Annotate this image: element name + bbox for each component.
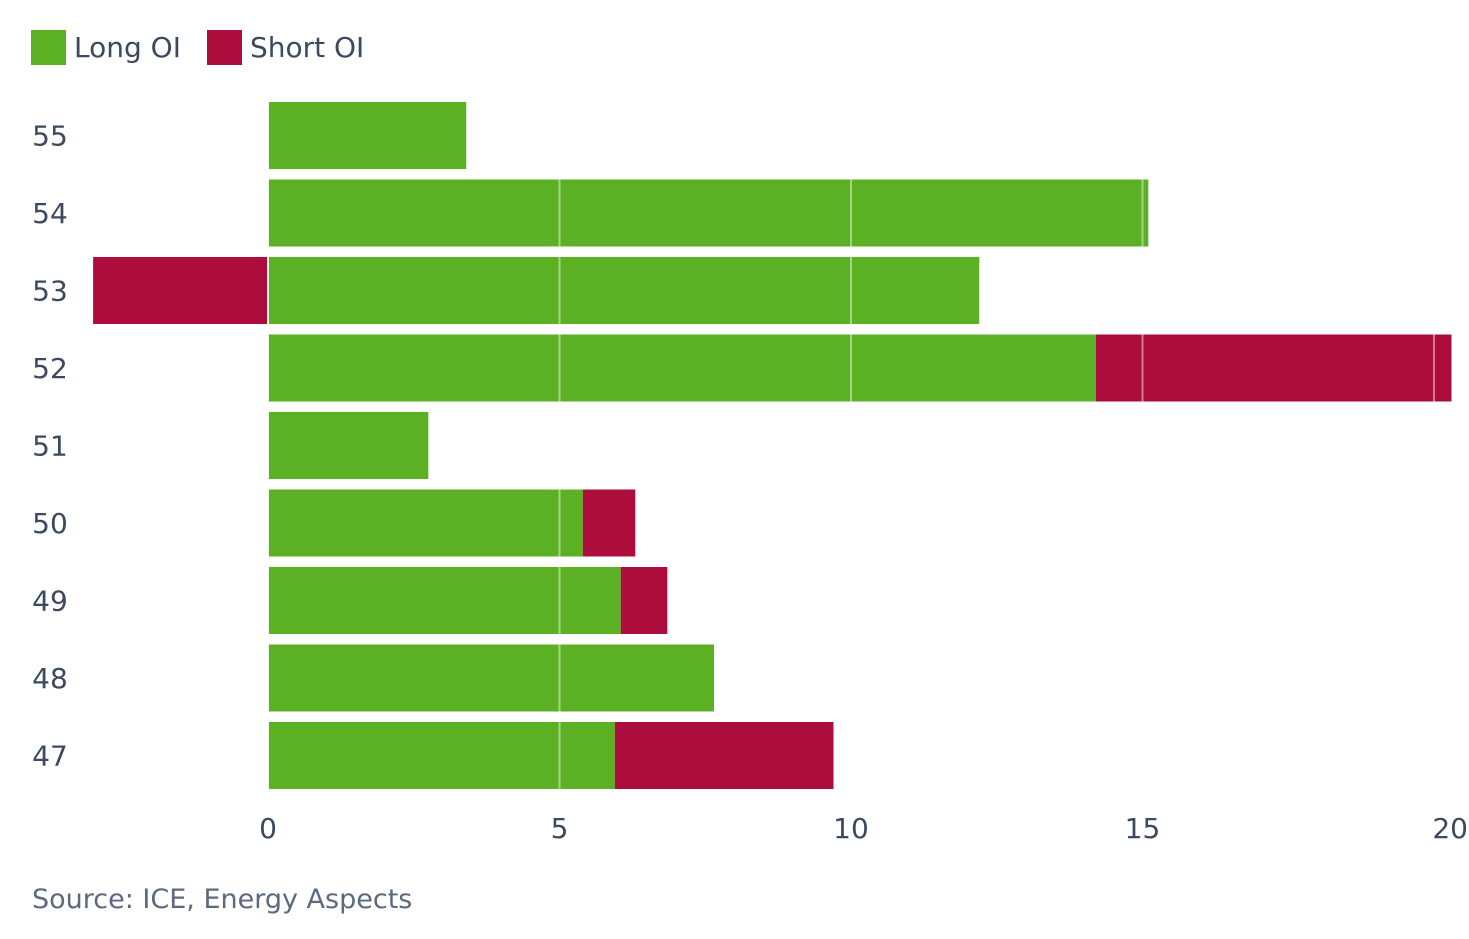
bar-short-47 [614, 722, 834, 789]
bar-short-50 [582, 489, 636, 557]
bar-long-52 [268, 334, 1096, 402]
legend-label-long-oi: Long OI [74, 31, 181, 64]
y-tick-label-52: 52 [32, 352, 68, 385]
legend-item-short-oi: Short OI [206, 30, 365, 65]
bar-long-47 [268, 722, 615, 789]
y-tick-label-49: 49 [32, 585, 68, 618]
y-tick-label-50: 50 [32, 507, 68, 540]
legend: Long OI Short OI [31, 30, 390, 65]
bar-long-51 [268, 412, 429, 479]
y-tick-label-48: 48 [32, 662, 68, 695]
x-tick-label-5: 5 [551, 812, 569, 845]
source-note: Source: ICE, Energy Aspects [32, 884, 413, 915]
legend-swatch-short-oi [206, 30, 242, 65]
legend-label-short-oi: Short OI [249, 31, 365, 64]
bar-short-49 [620, 567, 668, 634]
y-tick-label-47: 47 [32, 740, 68, 773]
y-tick-label-51: 51 [32, 430, 68, 463]
y-tick-label-55: 55 [32, 120, 68, 153]
legend-swatch-long-oi [31, 30, 66, 65]
bar-short-52 [1095, 334, 1452, 402]
x-tick-label-15: 15 [1125, 812, 1161, 845]
bar-long-50 [268, 489, 583, 557]
y-tick-label-53: 53 [32, 275, 68, 308]
legend-item-long-oi: Long OI [31, 30, 181, 65]
x-tick-label-0: 0 [259, 812, 277, 845]
x-tick-label-10: 10 [833, 812, 869, 845]
bar-short-53 [93, 257, 268, 324]
bar-long-53 [268, 257, 980, 324]
bar-long-54 [268, 179, 1149, 247]
bar-long-48 [268, 644, 714, 712]
x-tick-label-20: 20 [1432, 812, 1468, 845]
bar-long-55 [268, 102, 467, 169]
bar-long-49 [268, 567, 621, 634]
bar-chart: 55 54 53 52 51 50 49 48 47 0 5 10 15 20 [32, 102, 1468, 845]
y-tick-label-54: 54 [32, 197, 68, 230]
